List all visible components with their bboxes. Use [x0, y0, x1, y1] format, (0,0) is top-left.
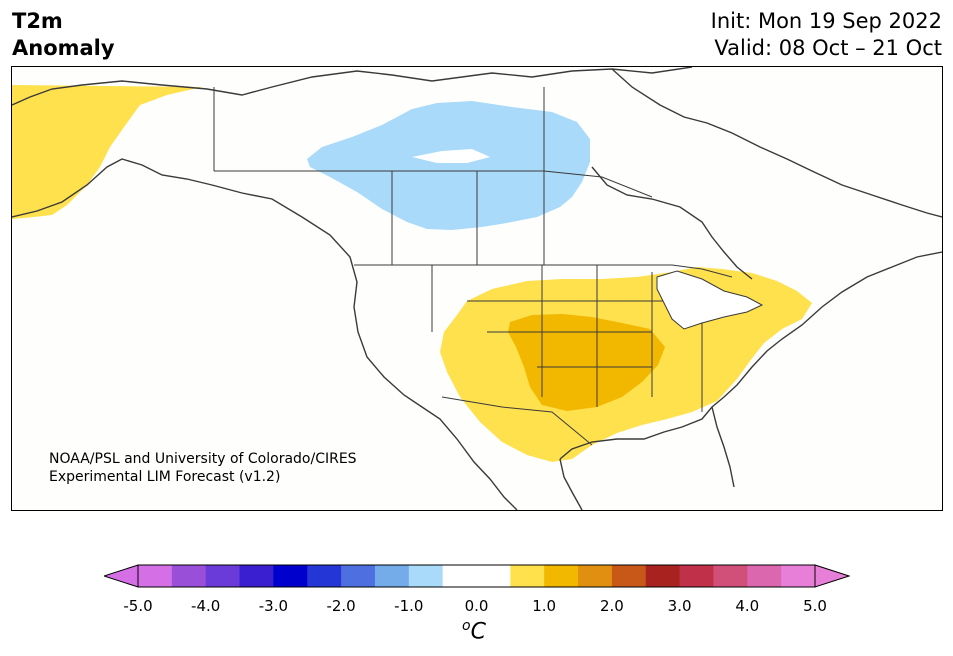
colorbar-cell [476, 565, 511, 587]
great-lakes [656, 270, 764, 330]
colorbar-cell [239, 565, 274, 587]
unit-degree: o [462, 618, 471, 634]
canada-cold-anomaly [307, 101, 590, 230]
credit-text: NOAA/PSL and University of Colorado/CIRE… [49, 450, 357, 486]
colorbar-cell [408, 565, 444, 587]
alaska-warm-anomaly [12, 85, 202, 219]
init-date: Init: Mon 19 Sep 2022 [710, 9, 942, 33]
colorbar-tick-label: 3.0 [667, 597, 692, 615]
anomaly-map: NOAA/PSL and University of Colorado/CIRE… [11, 66, 943, 511]
map-canvas [12, 67, 942, 510]
colorbar-max-extension [814, 564, 850, 588]
colorbar-tick-label: 5.0 [803, 597, 827, 615]
title-field: Anomaly [12, 36, 115, 60]
colorbar-cell [205, 565, 241, 587]
valid-range: Valid: 08 Oct – 21 Oct [714, 36, 942, 60]
political-borders [213, 87, 733, 446]
coastlines [12, 67, 942, 510]
colorbar-cell [781, 565, 816, 587]
central-us-strong-warm-anomaly [508, 314, 665, 411]
colorbar-tick-label: -5.0 [123, 597, 153, 615]
colorbar-cell [679, 565, 714, 587]
colorbar-cell [171, 565, 207, 587]
colorbar-cell [341, 565, 376, 587]
colorbar-tick-label: -3.0 [258, 597, 289, 615]
colorbar-tick-label: 2.0 [599, 597, 624, 615]
colorbar-tick-label: 0.0 [464, 597, 489, 615]
colorbar-cell [374, 565, 410, 587]
colorbar [104, 564, 850, 588]
colorbar-cell [645, 565, 681, 587]
credit-line-1: NOAA/PSL and University of Colorado/CIRE… [49, 451, 357, 467]
colorbar-cell [307, 565, 342, 587]
credit-line-2: Experimental LIM Forecast (v1.2) [49, 469, 281, 485]
colorbar-unit: oC [462, 618, 486, 644]
colorbar-cell [611, 565, 647, 587]
colorbar-cell [442, 565, 477, 587]
colorbar-cell [138, 565, 173, 587]
forecast-dates: Init: Mon 19 Sep 2022 Valid: 08 Oct – 21… [711, 8, 942, 62]
colorbar-cell [273, 565, 308, 587]
title-variable: T2m [12, 9, 63, 33]
colorbar-tick-label: -4.0 [191, 597, 221, 615]
colorbar-cell [713, 565, 748, 587]
colorbar-cell [747, 565, 782, 587]
colorbar-outline [137, 564, 816, 588]
hudson-bay-island [412, 149, 490, 163]
colorbar-cell [578, 565, 613, 587]
colorbar-tick-label: 4.0 [735, 597, 760, 615]
colorbar-cell [510, 565, 545, 587]
colorbar-min-extension [104, 564, 139, 588]
colorbar-cells [138, 565, 816, 587]
colorbar-tick-label: 1.0 [532, 597, 557, 615]
colorbar-tick-label: -2.0 [326, 597, 356, 615]
colorbar-tick-label: -1.0 [394, 597, 424, 615]
colorbar-cell [544, 565, 579, 587]
unit-celsius: C [470, 619, 486, 645]
map-title: T2m Anomaly [12, 8, 115, 62]
